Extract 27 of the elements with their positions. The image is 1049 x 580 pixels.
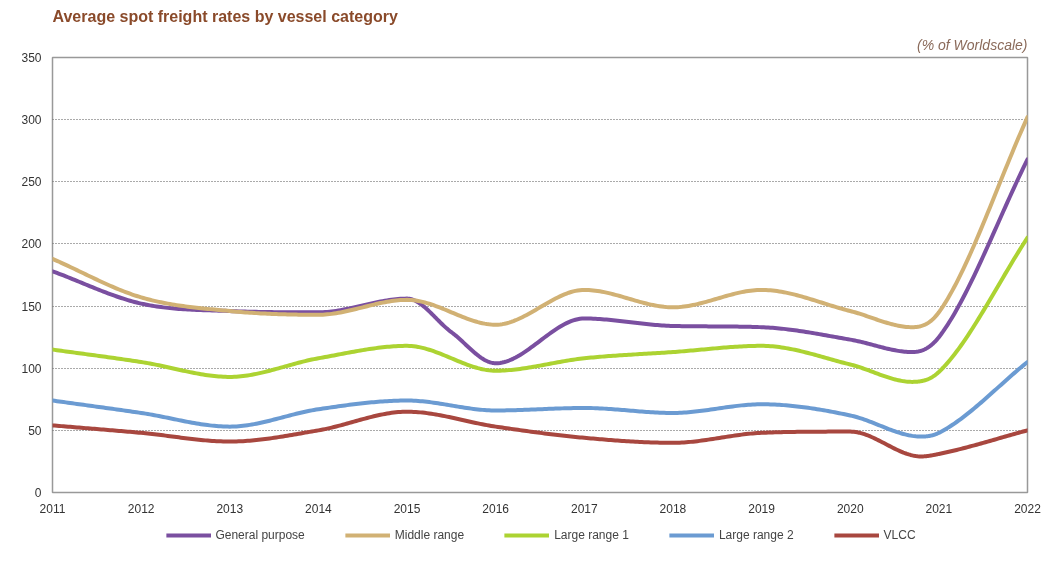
y-tick-label: 100: [21, 361, 42, 376]
legend-label: Large range 2: [718, 528, 794, 542]
x-tick-label: 2013: [216, 501, 244, 516]
chart-subtitle: (% of Worldscale): [917, 36, 1028, 53]
x-tick-label: 2020: [836, 501, 864, 516]
y-tick-label: 50: [28, 423, 42, 438]
x-tick-label: 2011: [39, 501, 66, 516]
legend-label: VLCC: [883, 528, 916, 542]
y-tick-label: 250: [21, 175, 42, 190]
x-tick-label: 2014: [305, 501, 333, 516]
x-tick-label: 2015: [393, 501, 421, 516]
x-tick-label: 2022: [1014, 501, 1042, 516]
x-tick-label: 2016: [482, 501, 510, 516]
y-tick-label: 300: [21, 113, 42, 128]
legend-label: General purpose: [215, 528, 305, 542]
x-tick-label: 2021: [925, 501, 953, 516]
y-tick-label: 200: [21, 237, 42, 252]
x-tick-label: 2012: [127, 501, 155, 516]
x-tick-label: 2019: [748, 501, 776, 516]
y-tick-label: 350: [21, 51, 42, 65]
x-tick-label: 2018: [659, 501, 687, 516]
legend-label: Middle range: [394, 528, 465, 542]
chart-title: Average spot freight rates by vessel category: [52, 7, 398, 25]
legend-label: Large range 1: [554, 528, 629, 542]
y-tick-label: 150: [21, 299, 42, 314]
y-tick-label: 0: [34, 486, 42, 500]
x-tick-label: 2017: [570, 501, 598, 516]
